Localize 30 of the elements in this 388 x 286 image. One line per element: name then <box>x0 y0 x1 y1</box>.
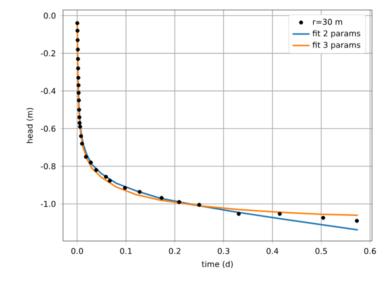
point <box>108 178 112 183</box>
point <box>76 83 81 88</box>
point <box>160 196 164 200</box>
point <box>76 38 80 42</box>
point <box>177 200 182 204</box>
point <box>75 21 80 26</box>
point <box>78 124 82 129</box>
point <box>138 190 142 194</box>
point <box>76 28 80 33</box>
point <box>76 90 81 95</box>
point <box>104 174 108 179</box>
point <box>79 134 84 138</box>
point <box>88 160 93 164</box>
point <box>197 202 202 207</box>
point <box>76 76 80 80</box>
point <box>80 142 84 146</box>
point <box>122 186 127 190</box>
point <box>78 120 82 125</box>
point <box>84 154 88 159</box>
point <box>278 212 282 216</box>
point <box>76 98 81 102</box>
point <box>76 48 80 52</box>
point <box>321 216 326 220</box>
point <box>236 212 241 216</box>
point <box>77 115 82 120</box>
point <box>94 168 98 172</box>
point <box>76 66 80 70</box>
point <box>77 108 82 112</box>
point <box>76 56 80 61</box>
point <box>354 218 359 223</box>
